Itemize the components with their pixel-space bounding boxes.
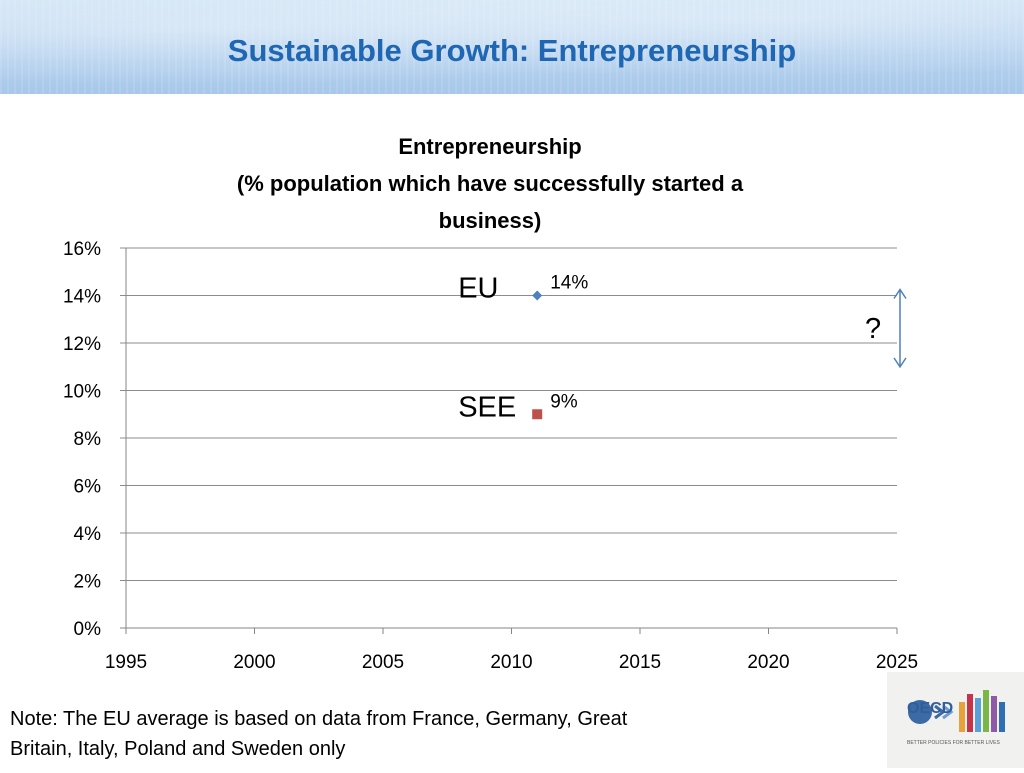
y-tick-label-4: 4%: [74, 524, 102, 545]
y-tick-label-14: 14%: [63, 287, 101, 308]
y-tick-label-2: 2%: [74, 572, 102, 593]
chart-title-line-3: business): [438, 208, 542, 233]
oecd-logo: OECD BETTER POLICIES FOR BETTER LIVES: [887, 672, 1024, 768]
y-tick-label-16: 16%: [63, 239, 101, 260]
gap-question-mark: ?: [865, 313, 881, 345]
y-tick-label-12: 12%: [63, 334, 101, 355]
x-tick-label-2015: 2015: [619, 652, 661, 673]
header-banner: Sustainable Growth: Entrepreneurship: [0, 0, 1024, 94]
chart-title: Entrepreneurship (% population which hav…: [150, 128, 830, 239]
y-tick-label-8: 8%: [74, 429, 102, 450]
y-tick-label-6: 6%: [74, 477, 102, 498]
footnote-line-1: Note: The EU average is based on data fr…: [10, 708, 628, 730]
slide-title: Sustainable Growth: Entrepreneurship: [227, 33, 797, 68]
footnote: Note: The EU average is based on data fr…: [10, 704, 830, 764]
oecd-logo-tagline: BETTER POLICIES FOR BETTER LIVES: [907, 740, 1000, 746]
gap-arrow-head-top: [893, 288, 907, 299]
oecd-logo-text: OECD: [907, 700, 954, 717]
point-see: [532, 409, 543, 420]
x-tick-label-2025: 2025: [876, 652, 918, 673]
series-label-see: SEE: [458, 391, 516, 423]
chart-title-line-2: (% population which have successfully st…: [236, 171, 744, 196]
series-label-eu: EU: [458, 273, 498, 305]
x-tick-label-2010: 2010: [490, 652, 532, 673]
oecd-logo-graphic: [908, 690, 1005, 732]
y-tick-label-0: 0%: [74, 619, 102, 640]
gap-arrow-head-bottom: [893, 357, 907, 369]
y-tick-label-10: 10%: [63, 382, 101, 403]
x-tick-label-2005: 2005: [362, 652, 404, 673]
x-tick-label-1995: 1995: [105, 652, 147, 673]
x-tick-label-2000: 2000: [233, 652, 275, 673]
data-label-see: 9%: [550, 391, 578, 412]
x-tick-label-2020: 2020: [747, 652, 789, 673]
point-eu: [532, 290, 543, 301]
data-label-eu: 14%: [550, 273, 588, 294]
footnote-line-2: Britain, Italy, Poland and Sweden only: [10, 738, 346, 760]
chart-title-line-1: Entrepreneurship: [398, 134, 582, 159]
